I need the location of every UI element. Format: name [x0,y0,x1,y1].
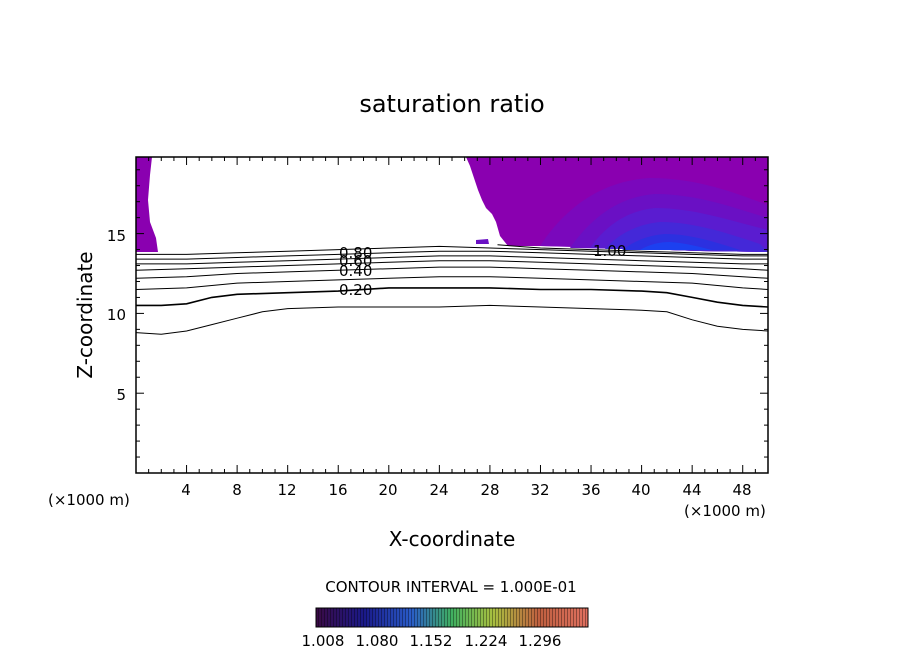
x-axis-label: X-coordinate [389,527,516,551]
contour-line-8 [497,244,768,255]
colorbar-tick-4: 1.296 [519,632,562,650]
x-unit-label: (×1000 m) [684,502,766,520]
contour-label-2: 0.40 [339,262,372,280]
x-tick-label-24: 24 [429,481,448,499]
contour-line-0 [136,304,768,335]
contour-line-5 [136,255,768,265]
contour-line-2 [136,276,768,290]
colorbar-frame [315,607,589,628]
x-tick-label-12: 12 [277,481,296,499]
x-tick-label-40: 40 [631,481,650,499]
x-tick-label-28: 28 [480,481,499,499]
filled-regions [136,157,768,252]
colorbar-tick-3: 1.224 [465,632,508,650]
chart-title: saturation ratio [359,90,544,118]
fill-band-6 [640,242,712,250]
contour-label-1: 0.60 [339,252,372,270]
y-tick-label-15: 15 [107,227,126,245]
contour-labels: 0.80 0.60 0.40 0.20 1.00 [339,242,626,299]
colorbar-tick-0: 1.008 [302,632,345,650]
colorbar-tick-1: 1.080 [356,632,399,650]
contour-label-0: 0.80 [339,244,372,262]
x-tick-label-4: 4 [181,481,191,499]
fill-region-left [136,157,158,252]
contour-label-3: 0.20 [339,281,372,299]
contour-lines [136,244,768,335]
y-tick-label-5: 5 [116,386,126,404]
colorbar-tick-labels: 1.008 1.080 1.152 1.224 1.296 [302,632,562,650]
colorbar [315,607,589,628]
z-unit-label: (×1000 m) [48,491,130,509]
y-tick-labels: 5 10 15 [107,227,126,404]
fill-blob [476,239,489,244]
contour-line-1 [136,287,768,308]
x-tick-label-44: 44 [682,481,701,499]
contour-interval-text: CONTOUR INTERVAL = 1.000E-01 [325,578,576,596]
y-axis-label: Z-coordinate [73,251,97,378]
contour-line-3 [136,266,768,279]
contour-line-4 [136,260,768,271]
x-tick-label-36: 36 [581,481,600,499]
y-tick-label-10: 10 [107,306,126,324]
x-tick-label-20: 20 [378,481,397,499]
contour-line-7 [136,245,768,257]
contour-line-6 [136,250,768,260]
axis-ticks [136,157,768,473]
x-tick-label-32: 32 [530,481,549,499]
x-tick-label-48: 48 [732,481,751,499]
x-tick-label-16: 16 [328,481,347,499]
x-tick-label-8: 8 [232,481,242,499]
contour-label-4: 1.00 [593,242,626,260]
colorbar-stripes [316,608,588,627]
x-tick-labels: 4 8 12 16 20 24 28 32 36 40 44 48 [181,481,751,499]
colorbar-tick-2: 1.152 [410,632,453,650]
